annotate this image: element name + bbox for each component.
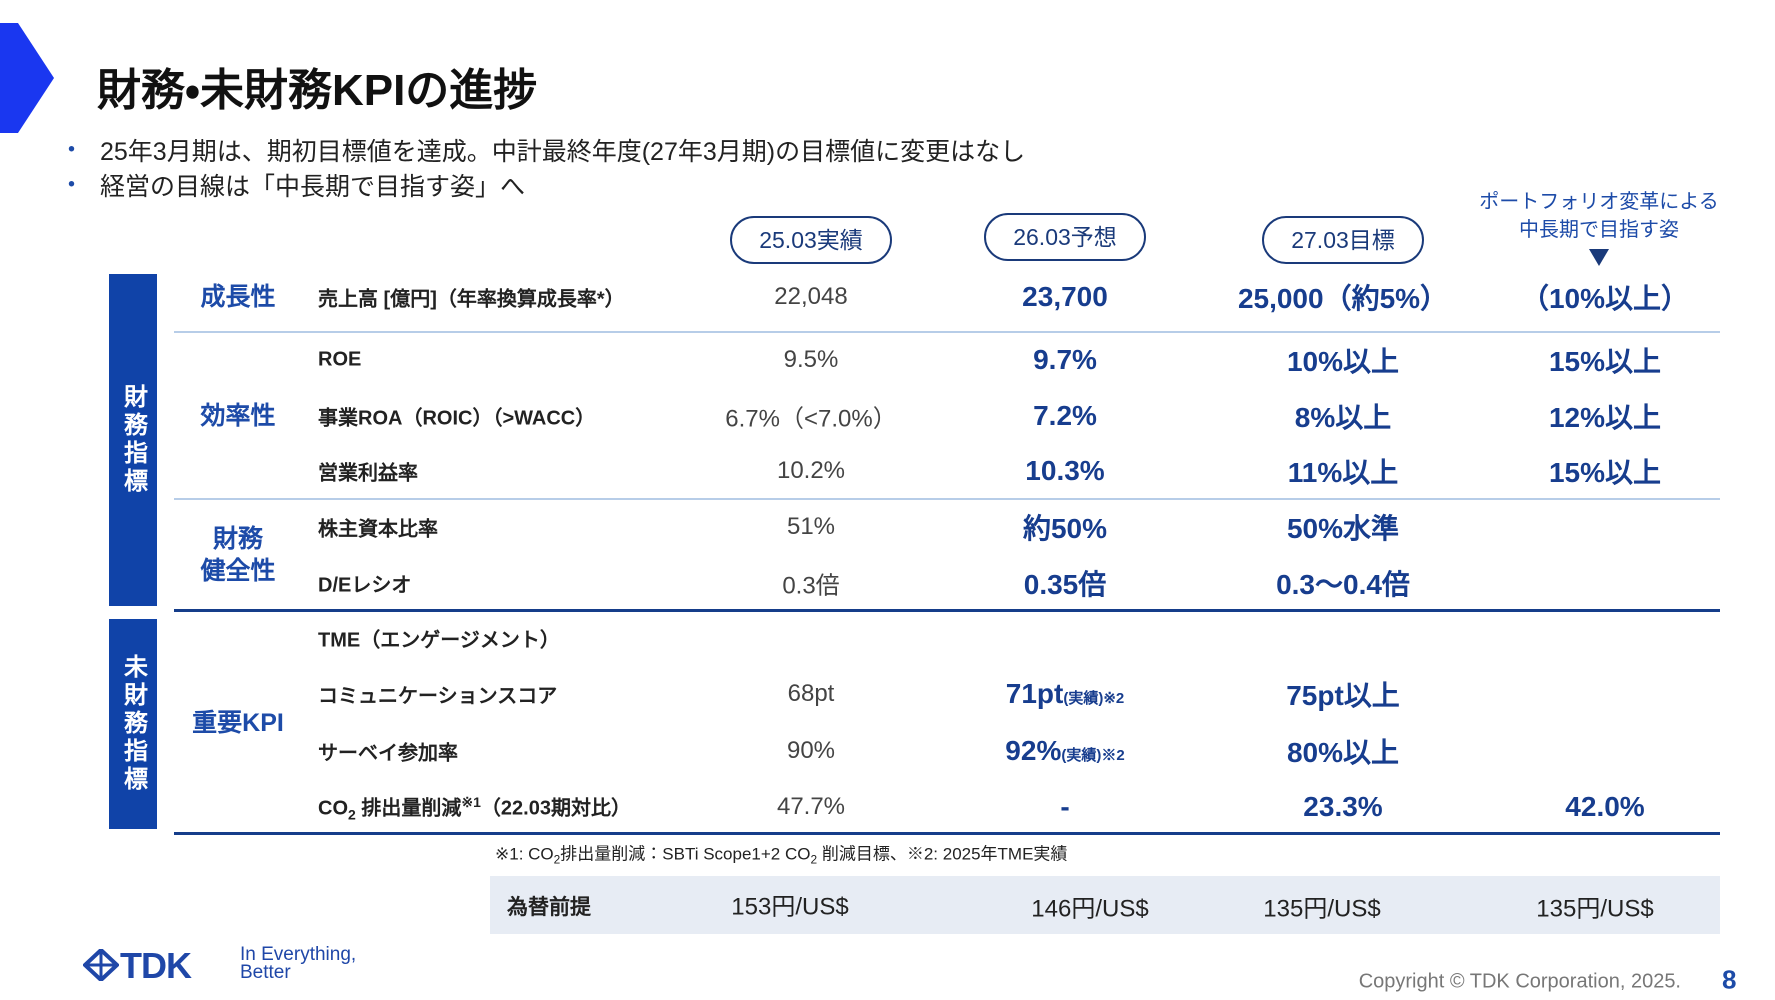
text-part: CO bbox=[318, 797, 348, 820]
cell-value: 12%以上 bbox=[1548, 402, 1662, 433]
bullet-dot: • bbox=[68, 173, 76, 196]
cell-value: 0.3倍 bbox=[782, 572, 840, 600]
fx-value: 135円/US$ bbox=[1263, 895, 1381, 923]
column-header: 26.03予想 bbox=[984, 213, 1146, 261]
row-label: 営業利益率 bbox=[318, 462, 418, 485]
bullet: 25年3月期は、期初目標値を達成。中計最終年度(27年3月期)の目標値に変更はな… bbox=[100, 138, 1026, 166]
cell-value: 9.5% bbox=[783, 346, 839, 373]
category-label: 効率性 bbox=[200, 400, 275, 432]
cell-value: 50%水準 bbox=[1286, 513, 1400, 544]
bullet-dot: • bbox=[68, 138, 76, 161]
cell-value: 71pt(実績)※2 bbox=[1006, 678, 1124, 710]
tagline-line: Better bbox=[240, 962, 291, 983]
cell-value: 10%以上 bbox=[1286, 346, 1400, 377]
text-part: 2 bbox=[348, 806, 356, 823]
value-main: 92% bbox=[1005, 735, 1062, 766]
category-label: 成長性 bbox=[200, 281, 275, 313]
cell-value: 0.3〜0.4倍 bbox=[1276, 569, 1410, 600]
column-header: 27.03目標 bbox=[1262, 216, 1424, 264]
cell-value: 42.0% bbox=[1565, 791, 1645, 822]
fx-value: 146円/US$ bbox=[1031, 895, 1149, 923]
category-label: 重要KPI bbox=[192, 707, 284, 739]
divider bbox=[174, 331, 1720, 333]
fx-box bbox=[490, 876, 1720, 934]
cell-value: 9.7% bbox=[1033, 344, 1097, 375]
row-label: 株主資本比率 bbox=[318, 518, 438, 541]
tagline-line: In Everything, bbox=[240, 944, 357, 965]
cell-value: 23.3% bbox=[1303, 791, 1383, 822]
text-part: 排出量削減 bbox=[355, 797, 462, 820]
group-label: 未財務指標 bbox=[109, 619, 157, 829]
row-label: サーベイ参加率 bbox=[318, 742, 458, 765]
cell-value: 10.3% bbox=[1025, 455, 1105, 486]
bullet: 経営の目線は「中長期で目指す姿」へ bbox=[100, 173, 526, 201]
text-part: 2 bbox=[553, 852, 561, 867]
cell-value: 80%以上 bbox=[1286, 737, 1400, 768]
category-line: 財務 bbox=[212, 525, 264, 553]
row-label: 売上高 [億円]（年率換算成長率*） bbox=[318, 288, 625, 311]
category-line: 成長性 bbox=[200, 283, 276, 311]
cell-value: 6.7%（<7.0%） bbox=[725, 405, 897, 433]
copyright: Copyright © TDK Corporation, 2025. bbox=[1358, 970, 1681, 993]
category-label: 財務 健全性 bbox=[200, 523, 275, 587]
arrow bbox=[1589, 249, 1609, 266]
category-line: 効率性 bbox=[200, 401, 276, 430]
divider bbox=[174, 832, 1720, 835]
group-label: 財務指標 bbox=[109, 274, 157, 606]
cell-value: 0.35倍 bbox=[1023, 569, 1107, 600]
cell-value: 23,700 bbox=[1022, 281, 1108, 312]
cell-value: 約50% bbox=[1022, 513, 1108, 544]
vision-header: ポートフォリオ変革による 中長期で目指す姿 bbox=[1479, 188, 1718, 244]
row-label: D/Eレシオ bbox=[318, 574, 412, 597]
cell-value: - bbox=[1060, 791, 1070, 822]
row-label: ROE bbox=[318, 348, 362, 371]
cell-value: 11%以上 bbox=[1287, 457, 1399, 488]
fx-label: 為替前提 bbox=[507, 896, 591, 919]
text-part: 排出量削減：SBTi Scope1+2 CO bbox=[560, 844, 811, 864]
text-part: 2 bbox=[810, 852, 818, 867]
row-label: TME（エンゲージメント） bbox=[318, 629, 560, 652]
text-part: ※1 bbox=[461, 793, 481, 810]
footnote: ※1: CO2排出量削減：SBTi Scope1+2 CO2 削減目標、※2: … bbox=[495, 839, 1067, 866]
cell-value: 25,000（約5%） bbox=[1237, 283, 1449, 314]
cell-value: 7.2% bbox=[1033, 400, 1097, 431]
cell-value: 51% bbox=[786, 513, 836, 540]
category-line: 重要KPI bbox=[192, 708, 284, 737]
title: 財務・未財務KPIの進捗 bbox=[97, 66, 538, 115]
text-part: ※1: CO bbox=[495, 844, 554, 864]
chevron bbox=[0, 23, 54, 133]
divider bbox=[174, 609, 1720, 612]
cell-value: 75pt以上 bbox=[1286, 680, 1400, 711]
divider bbox=[174, 498, 1720, 500]
page-number: 8 bbox=[1722, 964, 1737, 995]
cell-value: 22,048 bbox=[774, 283, 848, 310]
cell-value: 47.7% bbox=[776, 793, 846, 820]
value-note: (実績)※2 bbox=[1061, 747, 1125, 764]
cell-value: （10%以上） bbox=[1520, 283, 1690, 314]
row-label: コミュニケーションスコア bbox=[318, 685, 558, 708]
row-label: 事業ROA（ROIC）（>WACC） bbox=[318, 407, 596, 430]
cell-value: 92%(実績)※2 bbox=[1005, 735, 1124, 767]
value-main: 71pt bbox=[1005, 678, 1064, 709]
row-label: CO2 排出量削減※1（22.03期対比） bbox=[318, 792, 631, 823]
column-header: 25.03実績 bbox=[730, 216, 892, 264]
value-note: (実績)※2 bbox=[1063, 690, 1125, 707]
tagline: In Everything, Better bbox=[240, 944, 357, 983]
fx-value: 135円/US$ bbox=[1536, 895, 1654, 923]
cell-value: 68pt bbox=[787, 680, 835, 707]
logo-mark bbox=[83, 949, 119, 981]
cell-value: 8%以上 bbox=[1294, 402, 1392, 433]
cell-value: 90% bbox=[786, 737, 836, 764]
cell-value: 15%以上 bbox=[1548, 457, 1662, 488]
text-part: 削減目標、※2: 2025年TME実績 bbox=[817, 844, 1068, 864]
category-line: 健全性 bbox=[200, 557, 276, 585]
vision-line: 中長期で目指す姿 bbox=[1519, 219, 1679, 241]
text-part: （22.03期対比） bbox=[480, 797, 631, 820]
logo: TDK bbox=[120, 945, 192, 986]
vision-line: ポートフォリオ変革による bbox=[1479, 191, 1719, 213]
cell-value: 15%以上 bbox=[1548, 346, 1662, 377]
cell-value: 10.2% bbox=[776, 457, 846, 484]
fx-value: 153円/US$ bbox=[731, 893, 849, 921]
